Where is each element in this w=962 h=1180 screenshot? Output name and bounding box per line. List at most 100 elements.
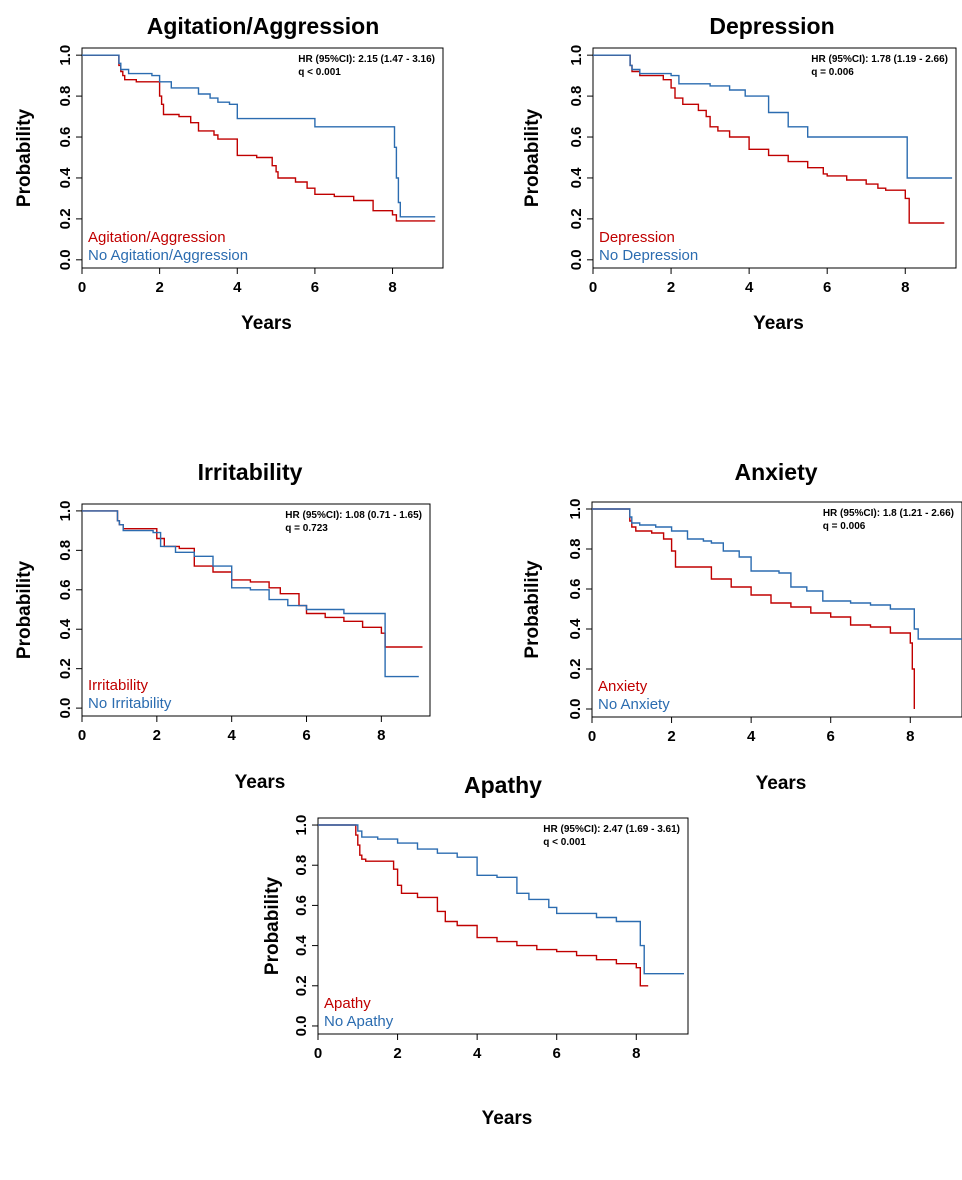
y-tick-label: 0.6 [57,579,74,600]
y-tick-label: 0.6 [293,895,310,916]
x-tick-label: 4 [228,727,237,744]
x-tick-label: 6 [302,727,310,744]
x-tick-label: 6 [823,279,831,296]
plot-frame [591,501,962,718]
y-tick-label: 0.6 [57,127,74,148]
x-tick-label: 8 [388,279,396,296]
y-tick-label: 1.0 [568,45,585,66]
x-axis-label: Years [241,313,292,334]
plot-frame [317,817,689,1035]
y-tick-label: 1.0 [293,815,310,836]
y-axis-label: Probability [14,560,35,659]
x-tick-label: 6 [553,1045,561,1062]
y-axis-label: Probability [262,876,283,975]
y-tick-label: 0.2 [57,208,74,229]
no-event-survival-curve [82,510,419,678]
x-axis-label: Years [482,1108,533,1129]
x-tick-label: 2 [155,279,163,296]
y-tick-label: 0.4 [568,167,585,189]
y-tick-label: 0.2 [568,208,585,229]
q-value-text: q = 0.006 [811,67,854,78]
y-tick-label: 1.0 [57,45,74,66]
legend-no-event: No Anxiety [598,696,670,713]
y-tick-label: 0.0 [568,249,585,270]
x-tick-label: 4 [233,279,242,296]
x-tick-label: 0 [78,727,86,744]
y-axis-label: Probability [14,108,35,207]
x-tick-label: 4 [745,279,754,296]
y-tick-label: 0.8 [293,855,310,876]
x-axis-label: Years [235,772,286,793]
x-tick-label: 0 [589,279,597,296]
no-event-survival-curve [593,54,953,179]
x-tick-label: 2 [667,279,675,296]
panel-title: Anxiety [734,459,817,485]
hazard-ratio-text: HR (95%CI): 2.47 (1.69 - 3.61) [543,824,680,835]
q-value-text: q = 0.006 [823,521,866,532]
event-survival-curve [592,508,915,709]
hazard-ratio-text: HR (95%CI): 1.78 (1.19 - 2.66) [811,54,948,65]
x-tick-label: 0 [314,1045,322,1062]
legend-event: Irritability [88,677,149,694]
y-tick-label: 0.0 [57,249,74,270]
legend-no-event: No Agitation/Aggression [88,247,248,264]
y-tick-label: 0.0 [57,698,74,719]
x-tick-label: 2 [153,727,161,744]
y-tick-label: 1.0 [567,499,584,520]
hazard-ratio-text: HR (95%CI): 1.08 (0.71 - 1.65) [285,510,422,521]
y-axis-label: Probability [522,560,543,659]
panel-title: Agitation/Aggression [147,13,380,39]
y-tick-label: 0.0 [567,699,584,720]
x-tick-label: 0 [78,279,86,296]
x-tick-label: 6 [827,728,835,745]
q-value-text: q < 0.001 [543,837,586,848]
no-event-survival-curve [318,824,684,975]
no-event-survival-curve [592,508,962,640]
x-tick-label: 8 [906,728,914,745]
panel-title: Depression [709,13,834,39]
panel-title: Irritability [198,459,303,485]
plot-frame [81,47,444,269]
event-survival-curve [593,54,945,224]
y-tick-label: 1.0 [57,500,74,521]
x-tick-label: 0 [588,728,596,745]
event-survival-curve [82,54,436,222]
q-value-text: q < 0.001 [298,67,341,78]
y-tick-label: 0.6 [567,579,584,600]
x-tick-label: 8 [377,727,385,744]
event-survival-curve [82,510,423,648]
legend-no-event: No Irritability [88,695,172,712]
legend-event: Anxiety [598,678,648,695]
legend-event: Agitation/Aggression [88,229,226,246]
plot-frame [81,503,431,717]
y-tick-label: 0.2 [57,658,74,679]
y-tick-label: 0.4 [567,618,584,640]
q-value-text: q = 0.723 [285,523,328,534]
hazard-ratio-text: HR (95%CI): 1.8 (1.21 - 2.66) [823,508,954,519]
event-survival-curve [318,824,649,987]
y-tick-label: 0.4 [293,935,310,957]
y-tick-label: 0.8 [57,86,74,107]
y-tick-label: 0.8 [567,539,584,560]
y-axis-label: Probability [522,108,543,207]
x-axis-label: Years [756,773,807,794]
legend-event: Apathy [324,995,371,1012]
legend-no-event: No Apathy [324,1013,394,1030]
panel-title: Apathy [464,772,542,798]
y-tick-label: 0.4 [57,618,74,640]
y-tick-label: 0.2 [567,659,584,680]
x-tick-label: 2 [667,728,675,745]
x-tick-label: 4 [747,728,756,745]
y-tick-label: 0.6 [568,127,585,148]
y-tick-label: 0.4 [57,167,74,189]
x-tick-label: 8 [632,1045,640,1062]
y-tick-label: 0.0 [293,1016,310,1037]
x-tick-label: 8 [901,279,909,296]
legend-no-event: No Depression [599,247,698,264]
y-tick-label: 0.8 [568,86,585,107]
x-tick-label: 6 [311,279,319,296]
y-tick-label: 0.8 [57,540,74,561]
x-tick-label: 2 [393,1045,401,1062]
x-axis-label: Years [753,313,804,334]
